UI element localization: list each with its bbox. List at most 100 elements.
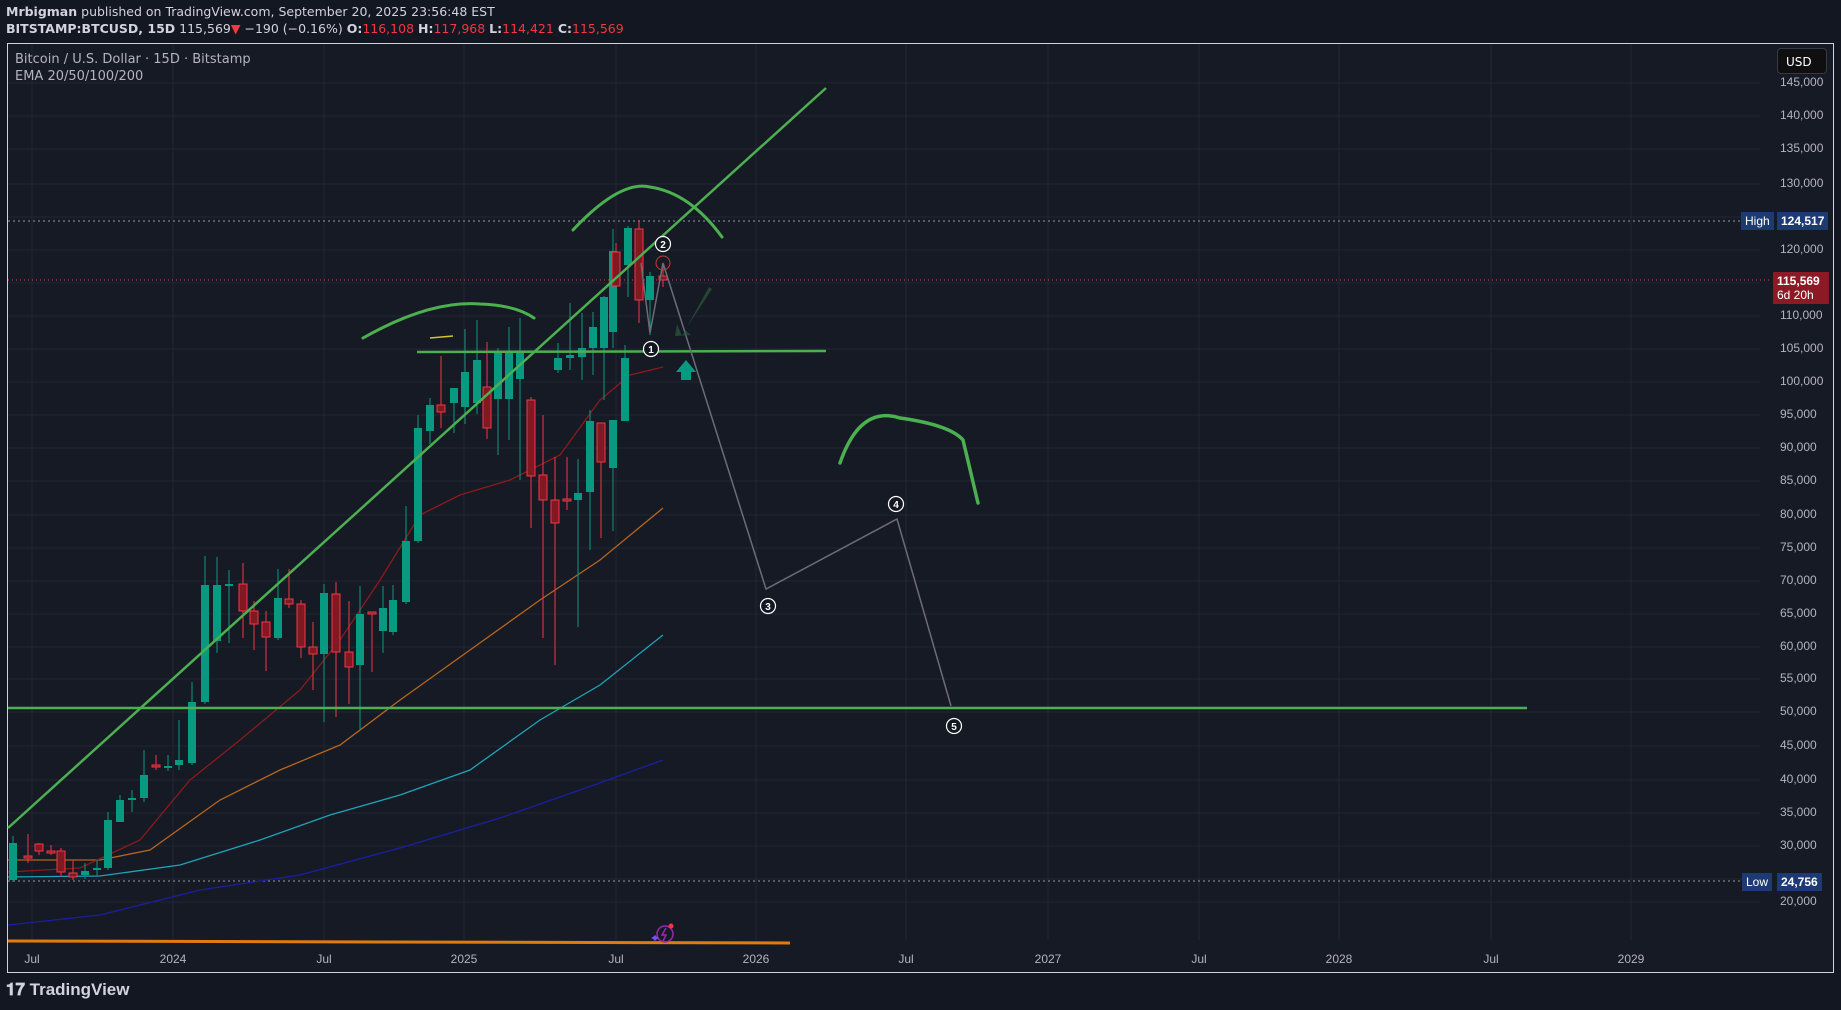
legend-title[interactable]: Bitcoin / U.S. Dollar · 15D · Bitstamp [15, 52, 251, 67]
ema20-line [7, 366, 664, 873]
candle-up [621, 358, 629, 421]
open-label: O: [346, 21, 363, 36]
candle-up [140, 775, 148, 798]
candle-up [646, 276, 654, 300]
price-tick: 95,000 [1780, 407, 1817, 421]
wave-projection-path [640, 262, 952, 707]
legend-indicator[interactable]: EMA 20/50/100/200 [15, 69, 144, 84]
candle-down [550, 499, 560, 524]
time-tick: Jul [1191, 952, 1207, 966]
price-tick: 110,000 [1780, 308, 1823, 322]
candle-down [56, 850, 66, 873]
candle-down [46, 850, 56, 854]
lightning-icon [660, 927, 668, 942]
current-price-tag: 115,569 6d 20h [1773, 272, 1829, 304]
price-tick: 50,000 [1780, 704, 1817, 718]
price-tick: 55,000 [1780, 671, 1817, 685]
sparkle-icon [651, 935, 659, 941]
candle-up [379, 608, 387, 631]
alert-badge-icon [656, 925, 674, 943]
candle-up [225, 584, 233, 586]
time-tick: Jul [24, 952, 40, 966]
wave-label-circle [654, 235, 672, 253]
candle-down [238, 583, 248, 612]
candle-up [450, 388, 458, 403]
candle-down [367, 611, 377, 615]
bar-countdown: 6d 20h [1777, 288, 1814, 302]
current-price-value: 115,569 [1777, 274, 1820, 288]
open-value: 116,108 [362, 21, 415, 36]
high-value: 117,968 [433, 21, 486, 36]
price-tick: 40,000 [1780, 772, 1817, 786]
last-price: 115,569 [179, 21, 231, 36]
candle-down [34, 843, 44, 852]
wave-label-4: 4 [893, 500, 899, 511]
price-tick: 65,000 [1780, 606, 1817, 620]
candle-up [574, 493, 582, 500]
ascending-trendline [7, 87, 827, 829]
candle-up [600, 297, 608, 348]
candle-up [609, 420, 617, 468]
price-tick: 35,000 [1780, 805, 1817, 819]
candle-up [175, 760, 183, 765]
candle-down [611, 251, 621, 287]
candle-down [344, 651, 354, 668]
low-label: L: [489, 21, 503, 36]
candle-up [116, 800, 124, 822]
price-tick: 80,000 [1780, 507, 1817, 521]
candle-up [188, 702, 196, 763]
chart-legend: Bitcoin / U.S. Dollar · 15D · Bitstamp E… [15, 51, 251, 85]
badge-dot [668, 923, 674, 929]
candle-up [566, 355, 574, 358]
candle-down [151, 764, 161, 768]
orange-line [7, 939, 791, 945]
candle-up [589, 327, 597, 348]
down-arrow-icon: ▼ [230, 21, 241, 36]
candle-down [634, 228, 644, 301]
low-tag-label: Low [1742, 873, 1773, 891]
price-tick: 105,000 [1780, 341, 1824, 355]
candle-up [9, 843, 17, 880]
price-tick: 90,000 [1780, 440, 1817, 454]
candle-down [308, 646, 318, 655]
chart-pane[interactable] [7, 43, 1834, 973]
candle-down [23, 855, 33, 859]
price-tick: 135,000 [1780, 141, 1824, 155]
low-tag-value: 24,756 [1777, 873, 1822, 891]
time-tick: 2025 [450, 952, 478, 966]
time-tick: 2027 [1034, 952, 1062, 966]
brand-name: TradingView [29, 980, 130, 999]
price-tick: 75,000 [1780, 540, 1817, 554]
wave-label-circle [887, 495, 905, 513]
candle-up [461, 372, 469, 407]
candle-down [538, 474, 548, 501]
high-tag-label: High [1741, 212, 1774, 230]
time-tick: 2028 [1325, 952, 1353, 966]
tradingview-logo[interactable]: 𝟏𝟕 TradingView [6, 980, 129, 1000]
candle-up [402, 541, 410, 602]
wave-label-2: 2 [660, 240, 666, 251]
ema50-line [8, 507, 664, 861]
price-tick: 20,000 [1780, 894, 1817, 908]
yellow-mark [429, 335, 454, 339]
symbol-label: BITSTAMP:BTCUSD, 15D [6, 21, 176, 36]
candle-down [436, 404, 446, 413]
candle-down [68, 872, 78, 878]
author-name: Mrbigman [6, 4, 78, 19]
candle-up [389, 600, 397, 632]
candle-up [104, 820, 112, 868]
price-tick: 60,000 [1780, 639, 1817, 653]
arc-top [571, 184, 724, 239]
candle-up [128, 798, 136, 800]
candle-up [624, 228, 632, 265]
candle-up [274, 598, 282, 638]
wave-label-circle [945, 717, 963, 735]
candle-up [414, 428, 422, 541]
candle-down [562, 498, 572, 502]
candle-down [284, 598, 294, 605]
close-value: 115,569 [572, 21, 624, 36]
currency-button[interactable]: USD [1777, 48, 1827, 74]
arc-left [361, 302, 536, 340]
price-tick: 100,000 [1780, 374, 1824, 388]
